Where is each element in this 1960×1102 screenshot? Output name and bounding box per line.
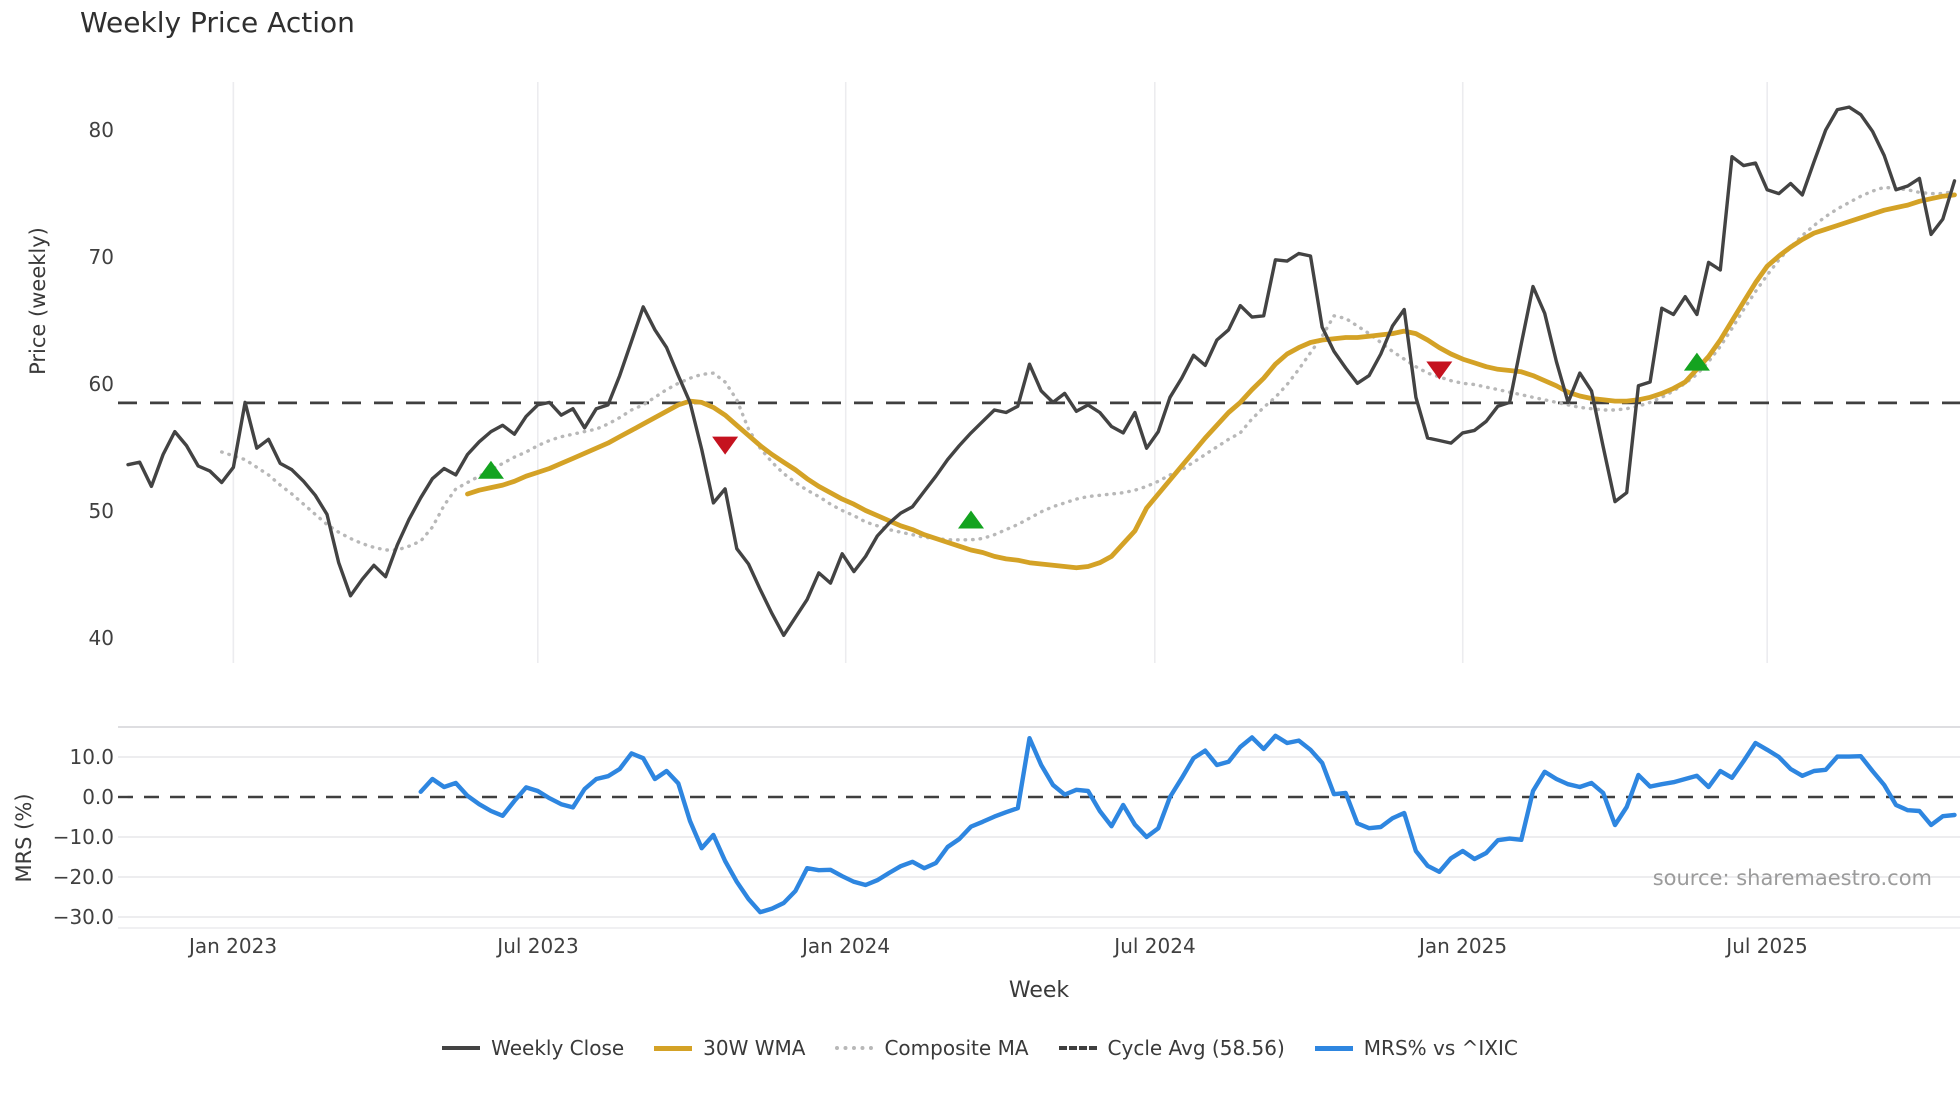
price-ytick-70: 70 [88,245,114,269]
legend-label: Weekly Close [491,1036,625,1060]
xtick-jan-2024: Jan 2024 [801,934,891,958]
weekly-close-swatch-icon [442,1046,481,1050]
price-ytick-50: 50 [88,499,114,523]
mrs-ytick-10: 10.0 [69,745,114,769]
legend-label: MRS% vs ^IXIC [1363,1036,1518,1060]
legend-label: 30W WMA [703,1036,806,1060]
mrs-axis-label: MRS (%) [12,793,36,883]
buy-marker [957,510,984,529]
legend-label: Composite MA [884,1036,1029,1060]
legend-item-30w-wma: 30W WMA [654,1036,805,1060]
source-text: source: sharemaestro.com [1652,866,1932,890]
price-ytick-60: 60 [88,372,114,396]
xtick-jul-2023: Jul 2023 [497,934,579,958]
mrs-ytick-neg10: −10.0 [52,825,114,849]
legend-item-mrs: MRS% vs ^IXIC [1314,1036,1518,1060]
xtick-jan-2023: Jan 2023 [188,934,278,958]
buy-marker [477,460,504,479]
legend-item-cycle-avg: Cycle Avg (58.56) [1058,1036,1285,1060]
wma-line [465,192,1957,571]
sell-marker [1426,361,1453,380]
mrs-swatch-icon [1314,1045,1353,1051]
x-axis-label: Week [1008,978,1070,1003]
mrs-line [418,733,1957,915]
wma-swatch-icon [654,1045,693,1051]
mrs-ytick-neg20: −20.0 [52,865,114,889]
xtick-jul-2025: Jul 2025 [1726,934,1808,958]
legend-item-weekly-close: Weekly Close [442,1036,624,1060]
buy-marker [1683,352,1710,371]
price-ytick-80: 80 [88,118,114,142]
xtick-jan-2025: Jan 2025 [1418,934,1508,958]
mrs-ytick-neg30: −30.0 [52,905,114,929]
legend-item-composite-ma: Composite MA [835,1036,1029,1060]
legend: Weekly Close 30W WMA Composite MA Cycle … [0,1036,1960,1060]
mrs-ytick-0: 0.0 [82,785,114,809]
weekly-close-line [126,105,1957,637]
chart-title: Weekly Price Action [80,6,355,39]
sell-marker [712,436,739,455]
cycle-avg-swatch-icon [1058,1046,1097,1050]
legend-label: Cycle Avg (58.56) [1107,1036,1285,1060]
composite-ma-swatch-icon [835,1046,874,1050]
price-ytick-40: 40 [88,626,114,650]
xtick-jul-2024: Jul 2024 [1114,934,1196,958]
